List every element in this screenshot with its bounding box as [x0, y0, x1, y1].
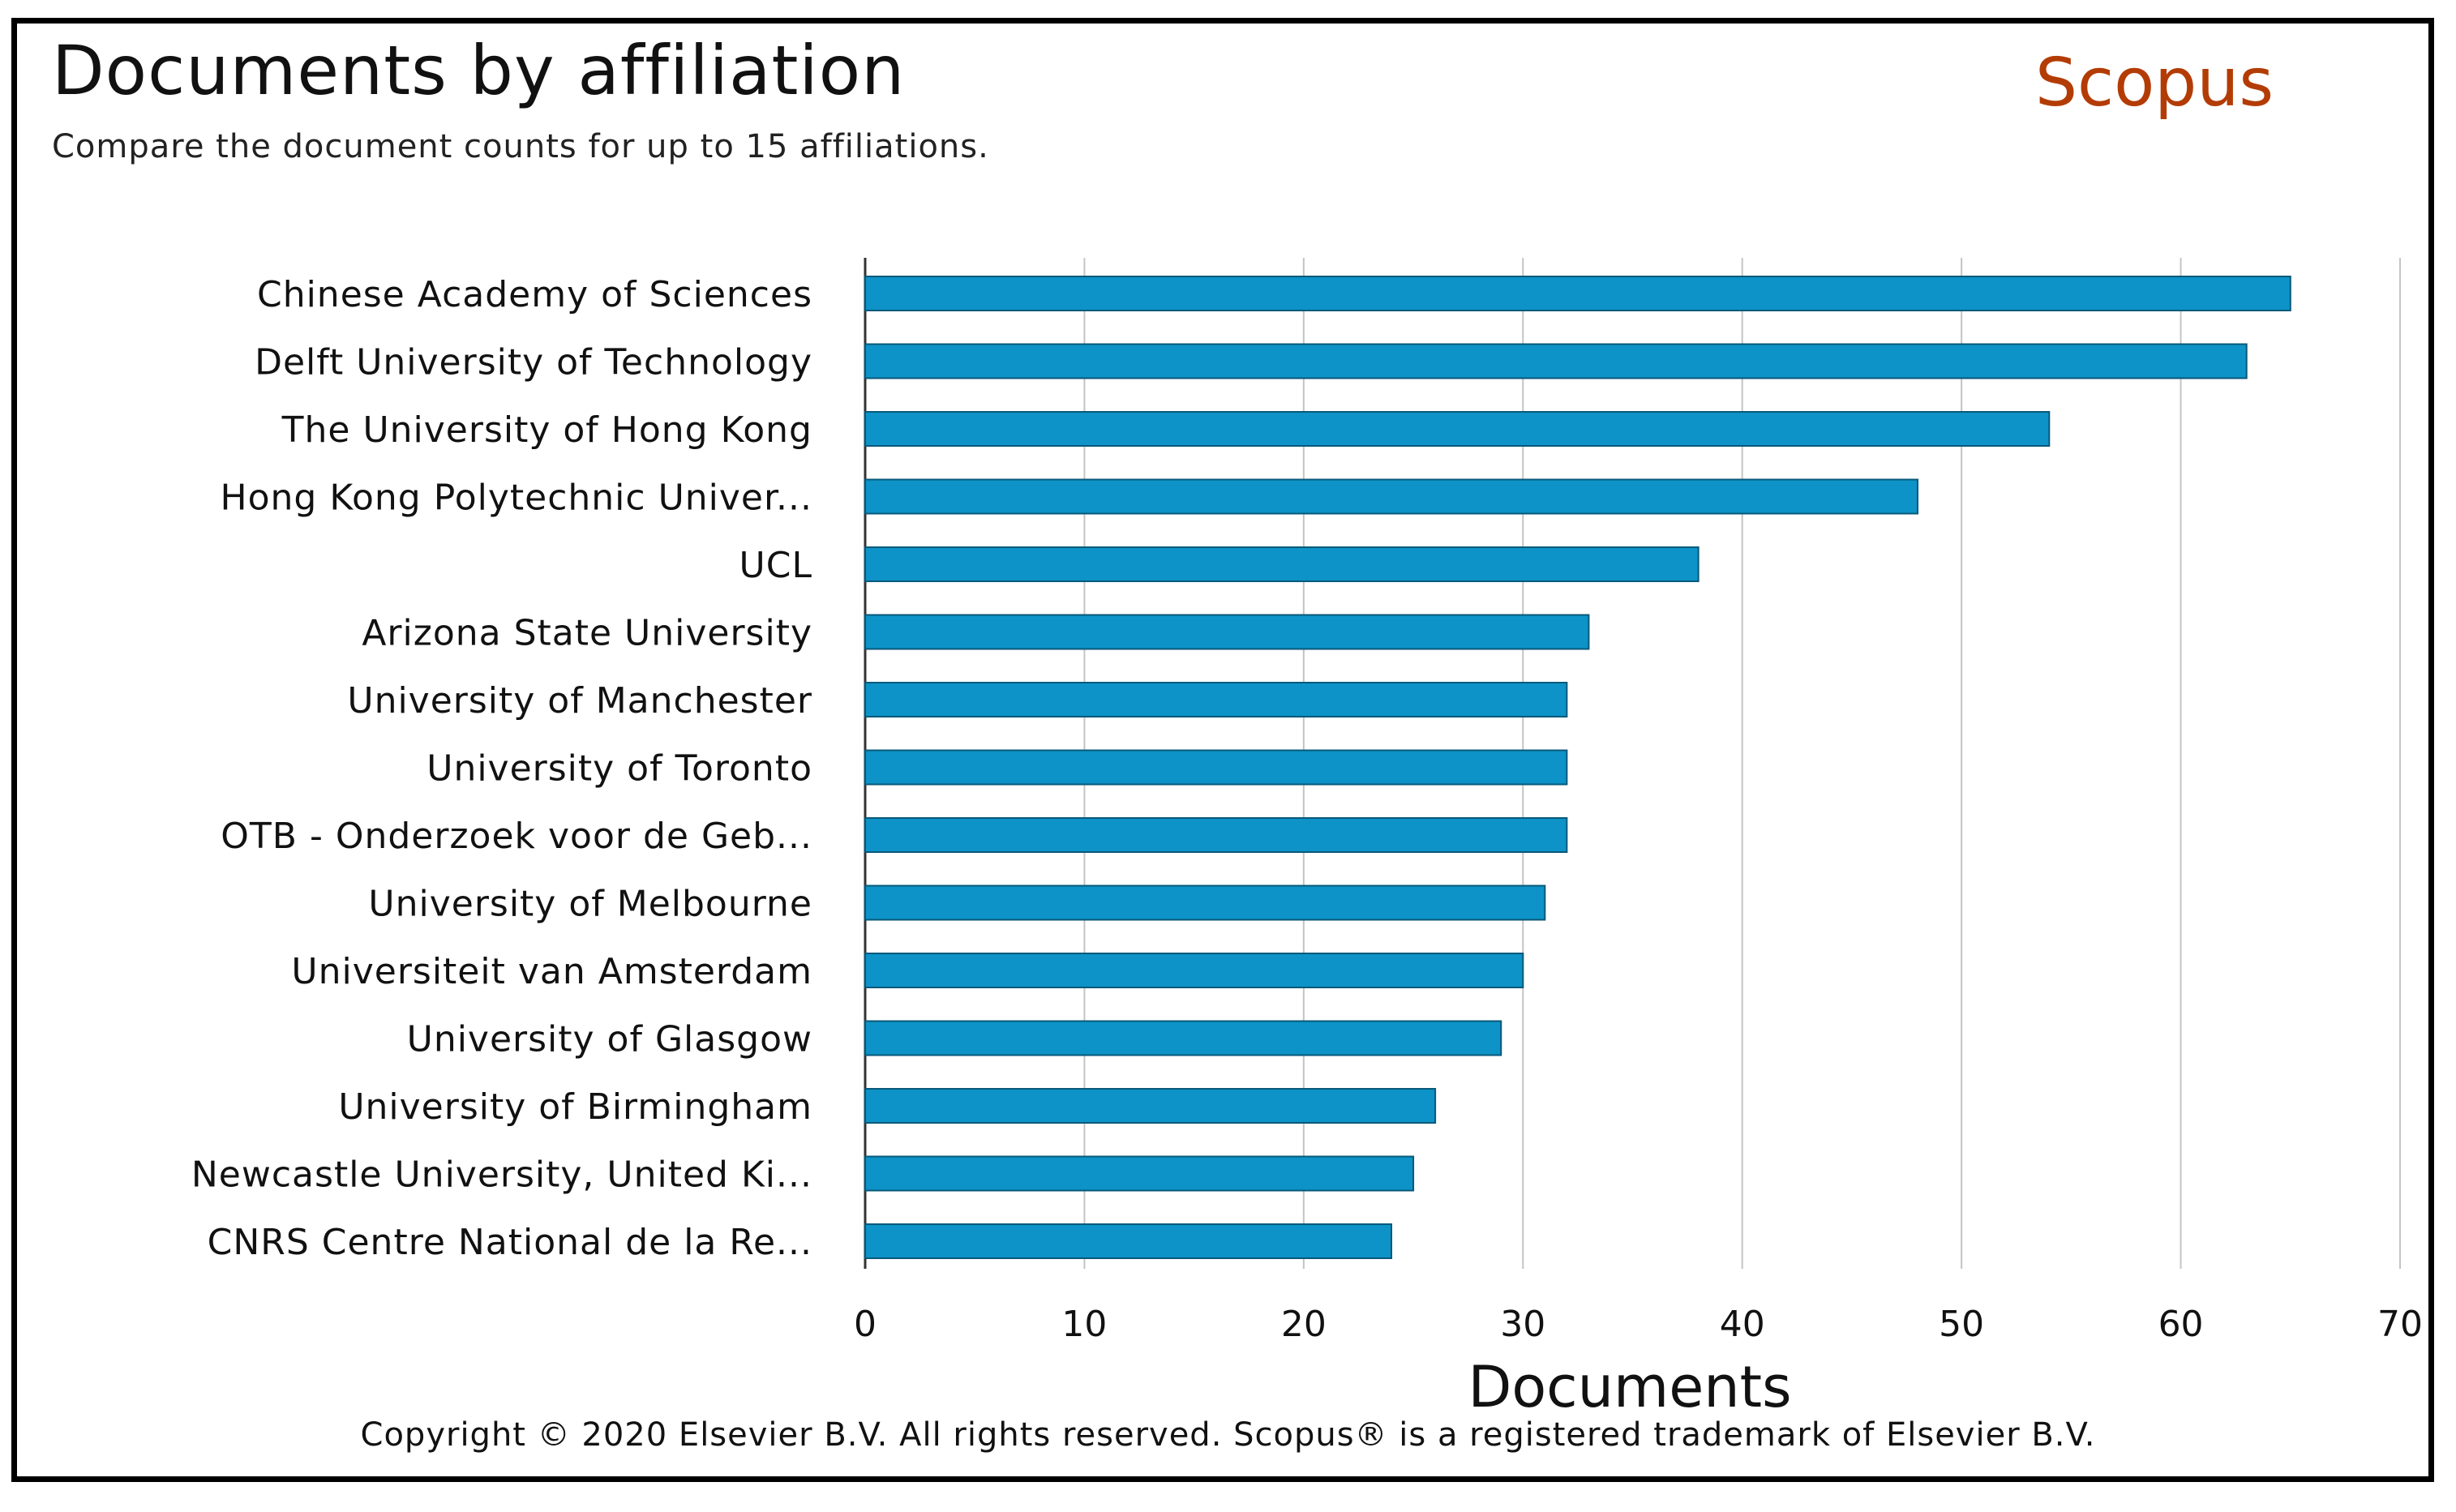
x-tick-label: 70: [2377, 1304, 2423, 1345]
bar: [864, 1155, 1415, 1192]
category-label: Newcastle University, United Ki...: [191, 1154, 812, 1196]
category-label: OTB - Onderzoek voor de Geb...: [221, 816, 812, 857]
bar: [864, 276, 2291, 311]
chart-title: Documents by affiliation: [52, 31, 906, 110]
x-tick-labels: 0 10 20 30 40 50 60 70: [854, 1304, 2423, 1345]
scopus-logo: Scopus: [2035, 45, 2274, 122]
bar: [864, 546, 1699, 582]
category-label: Universiteit van Amsterdam: [291, 951, 812, 992]
category-labels: Chinese Academy of Sciences Delft Univers…: [191, 274, 812, 1263]
category-label: UCL: [739, 545, 812, 586]
bar: [864, 682, 1568, 717]
chart-subtitle: Compare the document counts for up to 15…: [52, 128, 989, 165]
bar: [864, 411, 2051, 447]
category-label: Chinese Academy of Sciences: [257, 274, 812, 315]
category-label: University of Birmingham: [338, 1086, 812, 1128]
bar: [864, 953, 1524, 988]
copyright-notice: Copyright © 2020 Elsevier B.V. All right…: [360, 1416, 2096, 1454]
x-tick-label: 50: [1939, 1304, 1984, 1345]
category-label: CNRS Centre National de la Re...: [208, 1222, 812, 1263]
x-tick-label: 20: [1281, 1304, 1327, 1345]
x-tick-label: 10: [1061, 1304, 1107, 1345]
category-label: Hong Kong Polytechnic Univer...: [221, 478, 812, 519]
bar: [864, 749, 1568, 786]
bar: [864, 478, 1919, 515]
category-label: University of Melbourne: [368, 884, 812, 925]
category-label: University of Manchester: [347, 680, 812, 722]
bar: [864, 884, 1546, 921]
x-axis-label: Documents: [1468, 1354, 1791, 1420]
x-tick-label: 0: [854, 1304, 877, 1345]
x-tick-label: 40: [1720, 1304, 1765, 1345]
category-label: University of Glasgow: [407, 1019, 812, 1060]
category-label: Delft University of Technology: [255, 342, 812, 383]
bar: [864, 343, 2248, 379]
category-label: University of Toronto: [426, 748, 812, 790]
bars: [864, 276, 2291, 1259]
category-label: Arizona State University: [362, 613, 812, 654]
bar: [864, 1223, 1393, 1259]
x-tick-label: 30: [1500, 1304, 1545, 1345]
category-label: The University of Hong Kong: [281, 409, 812, 451]
bar: [864, 817, 1568, 853]
bar: [864, 1020, 1502, 1056]
x-tick-label: 60: [2158, 1304, 2204, 1345]
bar: [864, 1088, 1437, 1124]
bar: [864, 614, 1590, 650]
